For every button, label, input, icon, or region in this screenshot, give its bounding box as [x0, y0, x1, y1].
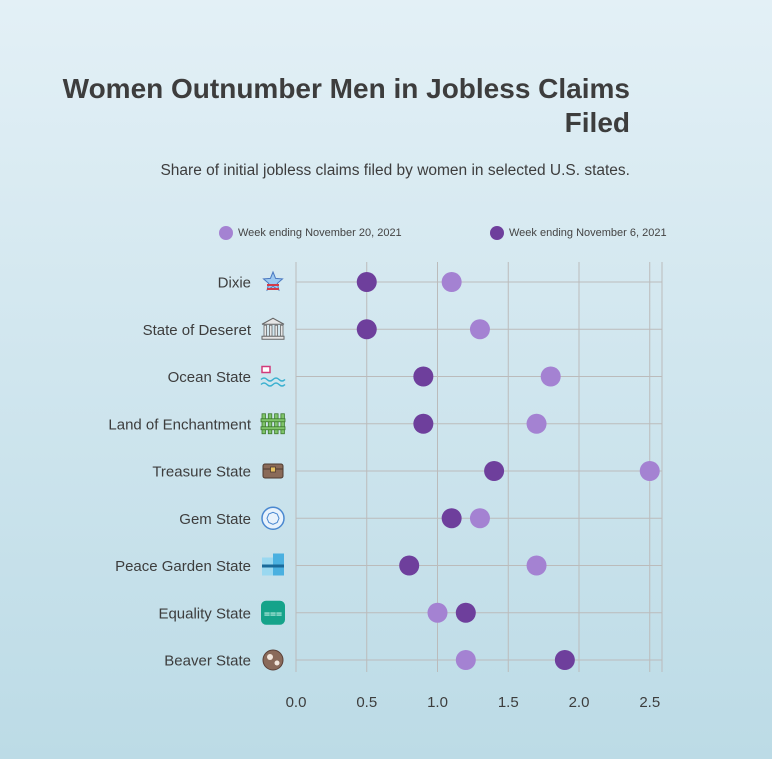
point-nov6	[356, 272, 377, 292]
gem-inner	[266, 511, 280, 525]
legend-item-nov20: Week ending November 20, 2021	[219, 226, 402, 240]
legend-dot-nov6	[490, 226, 504, 240]
chest-lock	[270, 466, 276, 473]
point-nov6	[554, 650, 575, 670]
category-label: Gem State	[179, 511, 251, 528]
fence-post	[267, 413, 273, 435]
point-nov6	[484, 461, 505, 481]
category-label: Ocean State	[168, 369, 251, 386]
legend-item-nov6: Week ending November 6, 2021	[490, 226, 667, 240]
point-nov20	[441, 272, 462, 292]
category-label: Treasure State	[152, 464, 251, 481]
wave-shape	[260, 377, 286, 382]
point-nov6	[399, 555, 420, 576]
garden-band	[262, 564, 284, 568]
column-shape	[269, 324, 273, 337]
point-nov20	[469, 319, 490, 340]
x-tick-label: 1.0	[427, 694, 448, 711]
beaver-face	[267, 654, 273, 660]
star-icon	[262, 270, 284, 292]
category-label: Equality State	[158, 605, 251, 622]
x-tick-label: 2.5	[639, 694, 660, 711]
x-tick-label: 2.0	[569, 694, 590, 711]
x-tick-label: 0.0	[286, 694, 307, 711]
beaver-tail	[274, 660, 280, 666]
column-shape	[274, 324, 278, 337]
fence-post	[274, 413, 279, 435]
point-nov20	[639, 461, 660, 481]
courthouse-icon	[261, 317, 285, 325]
chart-subtitle: Share of initial jobless claims filed by…	[160, 162, 630, 179]
legend-dot-nov20	[219, 226, 233, 240]
point-nov20	[427, 602, 448, 623]
legend-label-nov20: Week ending November 20, 2021	[238, 227, 402, 239]
category-label: State of Deseret	[143, 322, 252, 339]
beaver-icon	[262, 649, 284, 671]
fence-rail	[260, 418, 286, 423]
legend-label-nov6: Week ending November 6, 2021	[509, 227, 667, 239]
category-label: Peace Garden State	[115, 558, 251, 575]
ocean-waves-icon	[261, 365, 271, 374]
equality-icon	[261, 600, 285, 625]
chart-title: Women Outnumber Men in Jobless Claims Fi…	[62, 73, 630, 138]
category-label: Dixie	[218, 275, 251, 292]
fence-post	[280, 413, 285, 435]
point-nov20	[455, 650, 476, 670]
point-nov20	[469, 508, 490, 529]
point-nov6	[455, 602, 476, 623]
x-tick-label: 1.5	[498, 694, 519, 711]
point-nov6	[441, 508, 462, 529]
base-shape	[261, 335, 285, 340]
point-nov20	[526, 555, 547, 576]
fence-rail	[260, 426, 286, 431]
star-stripe	[267, 284, 279, 286]
wave-shape	[260, 382, 286, 387]
column-shape	[280, 324, 284, 337]
column-shape	[263, 324, 267, 337]
star-stripe	[267, 288, 279, 290]
point-nov20	[540, 366, 561, 387]
point-nov6	[413, 366, 434, 387]
x-tick-label: 0.5	[356, 694, 377, 711]
gem-icon	[261, 506, 285, 530]
point-nov6	[413, 413, 434, 434]
point-nov6	[356, 319, 377, 340]
category-label: Beaver State	[164, 653, 251, 670]
fence-icon	[261, 413, 266, 435]
point-nov20	[526, 413, 547, 434]
equality-glyph: ===	[264, 609, 282, 620]
category-label: Land of Enchantment	[108, 416, 251, 433]
